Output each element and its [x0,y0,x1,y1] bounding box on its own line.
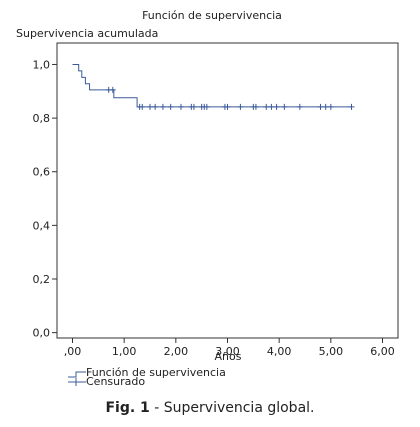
censored-marker [327,103,334,110]
censored-marker [152,103,159,110]
x-tick-label: 1,00 [112,345,137,358]
censored-marker [224,103,231,110]
y-tick-label: 0,0 [33,327,51,340]
y-axis-label: Supervivencia acumulada [16,27,158,40]
x-tick-label: 3,00 [215,345,240,358]
censored-marker [322,103,329,110]
censored-marker [268,103,275,110]
censored-marker [348,103,355,110]
censored-marker [317,103,324,110]
x-tick-label: ,00 [64,345,82,358]
legend-survival-label: Función de supervivencia [86,366,226,379]
x-tick-label: 2,00 [164,345,189,358]
x-axis: ,00 1,00 2,00 3,00 4,00 5,00 6,00 [64,338,395,358]
x-tick-label: 4,00 [267,345,292,358]
x-tick-label: 6,00 [370,345,395,358]
caption-label: Fig. 1 [105,400,150,416]
y-axis: 0,0 0,2 0,4 0,6 0,8 1,0 [33,58,57,340]
plot-area [56,42,399,339]
censored-marker [167,103,174,110]
y-tick-label: 0,4 [33,219,51,232]
censored-marker [281,103,288,110]
survival-chart: Función de supervivencia Supervivencia a… [16,9,399,388]
censored-marker [190,103,197,110]
x-axis-label: Años [215,350,242,363]
series-layer [72,63,355,110]
survival-step-line [72,63,352,108]
figure-caption: Fig. 1 - Supervivencia global. [0,400,420,416]
censored-marker [109,86,116,93]
legend-survival-swatch [68,371,86,378]
censored-marker [273,103,280,110]
y-tick-label: 0,6 [33,166,51,179]
caption-text: - Supervivencia global. [149,400,315,416]
censored-marker [147,103,153,110]
y-tick-label: 0,8 [33,112,51,125]
censored-marker [296,103,303,110]
censored-marker [263,103,270,110]
chart-title: Función de supervivencia [142,9,282,22]
legend: Función de supervivencia Censurado [68,366,226,388]
censored-marker [203,103,210,110]
legend-censored-label: Censurado [86,375,145,388]
y-tick-label: 0,2 [33,273,51,286]
x-tick-label: 5,00 [319,345,344,358]
censored-marker [252,103,259,110]
y-tick-label: 1,0 [33,58,51,71]
censored-marker [237,103,244,110]
censored-marker [139,103,146,110]
censored-marker [178,103,184,110]
censored-marker [159,103,166,110]
